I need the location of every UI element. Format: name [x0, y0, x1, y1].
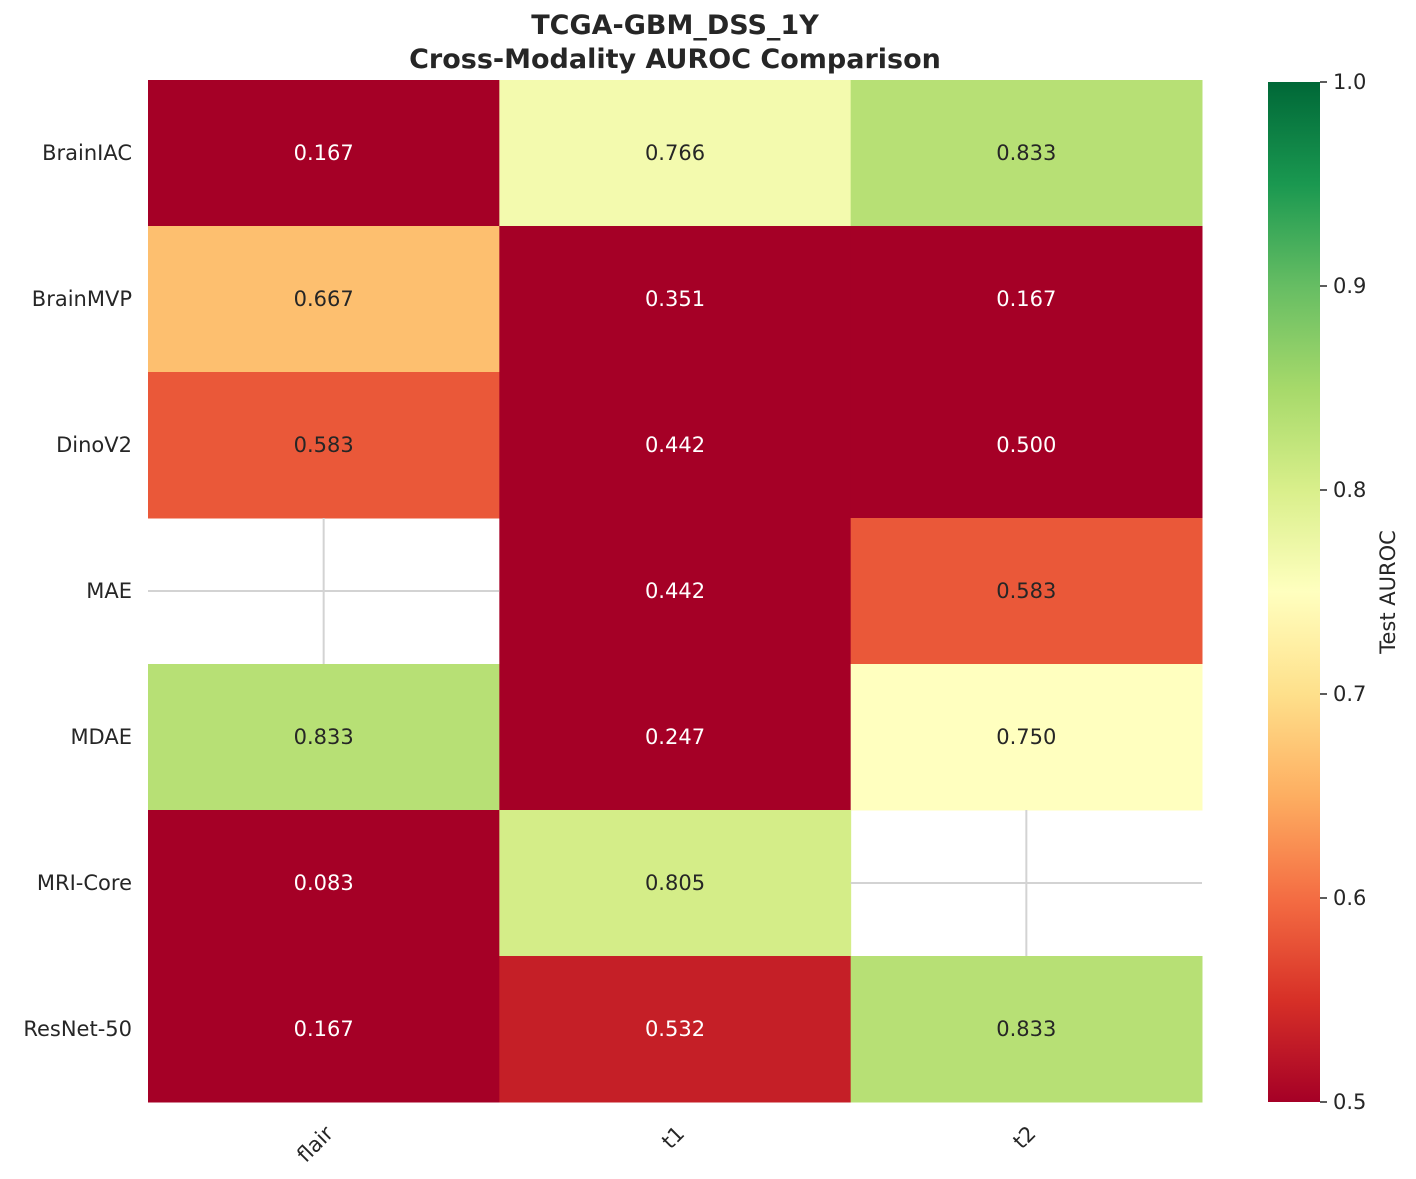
- cell-value-label: 0.167: [996, 287, 1056, 311]
- heatmap-cell-MAE-t1: [499, 518, 852, 665]
- y-tick-label: MRI-Core: [37, 871, 132, 895]
- cell-value-label: 0.083: [294, 871, 354, 895]
- x-tick-label: flair: [292, 1121, 338, 1167]
- chart-title: TCGA-GBM_DSS_1Y: [531, 10, 819, 41]
- cell-value-label: 0.667: [294, 287, 354, 311]
- heatmap-cell-BrainMVP-t1: [499, 226, 852, 373]
- heatmap-cell-BrainIAC-t1: [499, 80, 852, 227]
- heatmap-cell-DinoV2-t2: [850, 372, 1203, 519]
- heatmap-cell-BrainIAC-flair: [148, 80, 500, 227]
- cell-value-label: 0.583: [294, 433, 354, 457]
- cell-value-label: 0.442: [645, 579, 705, 603]
- y-tick-label: DinoV2: [56, 433, 132, 457]
- cell-value-label: 0.351: [645, 287, 705, 311]
- cell-value-labels: 0.167 0.766 0.833 0.667 0.351 0.167 0.583 0.442…: [294, 141, 1057, 1041]
- colorbar: [1268, 82, 1320, 1102]
- heatmap-cell-BrainIAC-t2: [850, 80, 1203, 227]
- chart-subtitle: Cross-Modality AUROC Comparison: [409, 44, 941, 75]
- cell-value-label: 0.833: [996, 1017, 1056, 1041]
- cell-value-label: 0.532: [645, 1017, 705, 1041]
- x-tick-label: t2: [1008, 1121, 1040, 1153]
- heatmap-cell-MAE-t2: [850, 518, 1203, 665]
- heatmap-cell-DinoV2-t1: [499, 372, 852, 519]
- colorbar-tick-label: 0.7: [1333, 682, 1366, 706]
- heatmap-cell-MRI-Core-flair: [148, 810, 500, 957]
- x-tick-label: t1: [657, 1121, 689, 1153]
- heatmap-cell-BrainMVP-t2: [850, 226, 1203, 373]
- heatmap-cells: [148, 80, 1203, 1103]
- y-tick-label: ResNet-50: [23, 1017, 132, 1041]
- y-tick-labels: BrainIAC BrainMVP DinoV2 MAE MDAE MRI-Core Res…: [23, 141, 132, 1041]
- colorbar-tick-label: 0.5: [1333, 1090, 1366, 1114]
- cell-value-label: 0.500: [996, 433, 1056, 457]
- cell-value-label: 0.766: [645, 141, 705, 165]
- y-tick-label: MAE: [86, 579, 132, 603]
- colorbar-tick-label: 0.8: [1333, 478, 1366, 502]
- cell-value-label: 0.442: [645, 433, 705, 457]
- cell-value-label: 0.583: [996, 579, 1056, 603]
- heatmap-cell-MDAE-flair: [148, 664, 500, 811]
- colorbar-ticks: 0.5 0.6 0.7 0.8 0.9 1.0: [1320, 70, 1366, 1114]
- cell-value-label: 0.833: [294, 725, 354, 749]
- y-tick-label: BrainIAC: [42, 141, 132, 165]
- y-tick-label: BrainMVP: [32, 287, 132, 311]
- colorbar-tick-label: 0.9: [1333, 274, 1366, 298]
- heatmap-cell-MDAE-t1: [499, 664, 852, 811]
- heatmap-cell-BrainMVP-flair: [148, 226, 500, 373]
- heatmap-cell-ResNet-50-flair: [148, 956, 500, 1103]
- heatmap-cell-ResNet-50-t1: [499, 956, 852, 1103]
- x-tick-labels: flair t1 t2: [292, 1121, 1040, 1167]
- cell-value-label: 0.247: [645, 725, 705, 749]
- y-tick-label: MDAE: [70, 725, 132, 749]
- colorbar-label: Test AUROC: [1376, 530, 1400, 655]
- heatmap-cell-MDAE-t2: [850, 664, 1203, 811]
- colorbar-tick-label: 1.0: [1333, 70, 1366, 94]
- cell-value-label: 0.167: [294, 141, 354, 165]
- heatmap-cell-MRI-Core-t1: [499, 810, 852, 957]
- heatmap-cell-DinoV2-flair: [148, 372, 500, 519]
- colorbar-tick-label: 0.6: [1333, 886, 1366, 910]
- missing-cell-gridlines: [148, 518, 1202, 956]
- cell-value-label: 0.167: [294, 1017, 354, 1041]
- heatmap-cell-ResNet-50-t2: [850, 956, 1203, 1103]
- cell-value-label: 0.750: [996, 725, 1056, 749]
- cell-value-label: 0.833: [996, 141, 1056, 165]
- cell-value-label: 0.805: [645, 871, 705, 895]
